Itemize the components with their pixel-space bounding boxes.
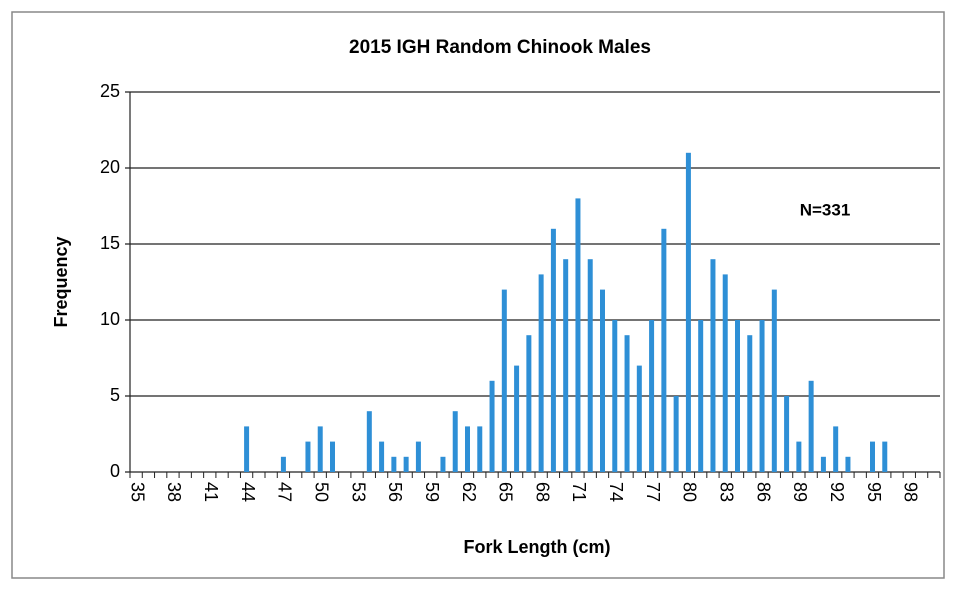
bar [538, 274, 544, 472]
y-tick-label: 25 [100, 81, 120, 101]
bar [747, 335, 753, 472]
x-tick-label: 92 [827, 482, 847, 502]
bar [379, 441, 385, 472]
bar [722, 274, 728, 472]
bar [280, 456, 286, 472]
bar [710, 259, 716, 472]
y-axis-label: Frequency [51, 236, 71, 327]
bar [403, 456, 409, 472]
bar [600, 289, 605, 472]
bar [685, 152, 691, 473]
x-tick-label: 38 [164, 482, 184, 502]
bar [759, 320, 765, 472]
bar [636, 365, 642, 472]
bar [820, 456, 826, 472]
y-tick-label: 20 [100, 157, 120, 177]
bar [305, 441, 311, 472]
bar [440, 456, 446, 472]
bar [391, 456, 397, 472]
x-tick-label: 44 [238, 482, 258, 502]
x-tick-label: 68 [532, 482, 552, 502]
bar [649, 320, 655, 472]
y-tick-label: 5 [110, 385, 120, 405]
bar [415, 441, 421, 472]
bar [563, 259, 569, 472]
bar [575, 198, 581, 472]
bar [735, 320, 740, 472]
x-tick-label: 71 [569, 482, 589, 502]
x-tick-label: 62 [459, 482, 479, 502]
bar [489, 380, 495, 472]
bar [882, 441, 888, 472]
bar [587, 259, 593, 472]
x-tick-label: 41 [201, 482, 221, 502]
y-tick-label: 0 [110, 461, 120, 481]
bar [514, 365, 520, 472]
x-tick-label: 89 [790, 482, 810, 502]
x-tick-label: 56 [385, 482, 405, 502]
y-tick-label: 10 [100, 309, 120, 329]
bar [244, 426, 250, 472]
x-tick-label: 65 [496, 482, 516, 502]
bar [550, 228, 556, 472]
x-tick-label: 83 [716, 482, 736, 502]
bar [833, 426, 839, 472]
x-tick-label: 53 [348, 482, 368, 502]
bar [501, 289, 507, 472]
x-tick-label: 80 [680, 482, 700, 502]
bar [612, 320, 618, 472]
x-tick-label: 95 [864, 482, 884, 502]
bar [465, 426, 470, 472]
x-tick-label: 50 [311, 482, 331, 502]
x-tick-label: 98 [901, 482, 921, 502]
x-axis-label: Fork Length (cm) [464, 537, 611, 557]
x-tick-label: 74 [606, 482, 626, 502]
bar [477, 426, 483, 472]
x-tick-label: 35 [127, 482, 147, 502]
x-tick-label: 77 [643, 482, 663, 502]
bar [698, 320, 704, 472]
chart-frame [11, 11, 945, 579]
bar [870, 441, 875, 472]
bar [661, 228, 667, 472]
bar [845, 456, 851, 472]
x-tick-label: 59 [422, 482, 442, 502]
chart-title: 2015 IGH Random Chinook Males [349, 37, 651, 58]
bar [673, 396, 679, 472]
bar [526, 335, 532, 472]
bar [771, 289, 777, 472]
bar [784, 396, 790, 472]
bar [330, 441, 335, 472]
bar [317, 426, 323, 472]
bar [366, 411, 372, 472]
x-tick-label: 86 [753, 482, 773, 502]
bar [796, 441, 802, 472]
bar [624, 335, 630, 472]
annotation: N=331 [800, 200, 851, 219]
y-tick-label: 15 [100, 233, 120, 253]
bar [452, 411, 458, 472]
x-tick-label: 47 [275, 482, 295, 502]
bar [808, 380, 814, 472]
